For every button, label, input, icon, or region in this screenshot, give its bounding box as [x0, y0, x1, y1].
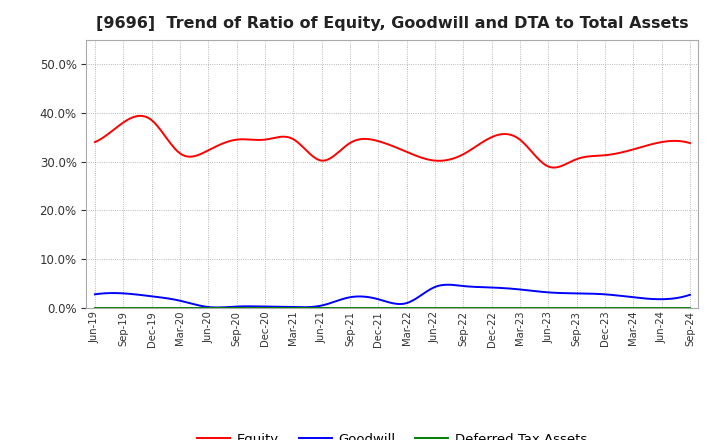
Line: Goodwill: Goodwill: [95, 285, 690, 308]
Deferred Tax Assets: [634, 305, 642, 310]
Goodwill: [459, 283, 467, 289]
Equity: [685, 140, 694, 146]
Goodwill: [596, 291, 605, 297]
Equity: [136, 113, 145, 118]
Equity: [456, 153, 465, 158]
Equity: [93, 139, 102, 144]
Goodwill: [634, 295, 642, 301]
Goodwill: [685, 292, 694, 297]
Deferred Tax Assets: [447, 305, 456, 310]
Deferred Tax Assets: [596, 305, 605, 310]
Deferred Tax Assets: [459, 305, 467, 310]
Goodwill: [443, 282, 451, 287]
Goodwill: [93, 291, 102, 297]
Goodwill: [212, 305, 220, 310]
Deferred Tax Assets: [93, 305, 102, 310]
Goodwill: [447, 282, 456, 287]
Line: Equity: Equity: [95, 116, 690, 168]
Equity: [91, 139, 99, 145]
Deferred Tax Assets: [94, 305, 103, 310]
Equity: [596, 153, 605, 158]
Equity: [634, 145, 642, 150]
Goodwill: [91, 292, 99, 297]
Equity: [445, 157, 454, 162]
Deferred Tax Assets: [91, 305, 99, 310]
Deferred Tax Assets: [685, 305, 694, 310]
Deferred Tax Assets: [210, 305, 219, 310]
Title: [9696]  Trend of Ratio of Equity, Goodwill and DTA to Total Assets: [9696] Trend of Ratio of Equity, Goodwil…: [96, 16, 689, 32]
Deferred Tax Assets: [449, 305, 457, 310]
Legend: Equity, Goodwill, Deferred Tax Assets: Equity, Goodwill, Deferred Tax Assets: [192, 427, 593, 440]
Goodwill: [449, 282, 457, 288]
Equity: [550, 165, 559, 170]
Equity: [447, 157, 456, 162]
